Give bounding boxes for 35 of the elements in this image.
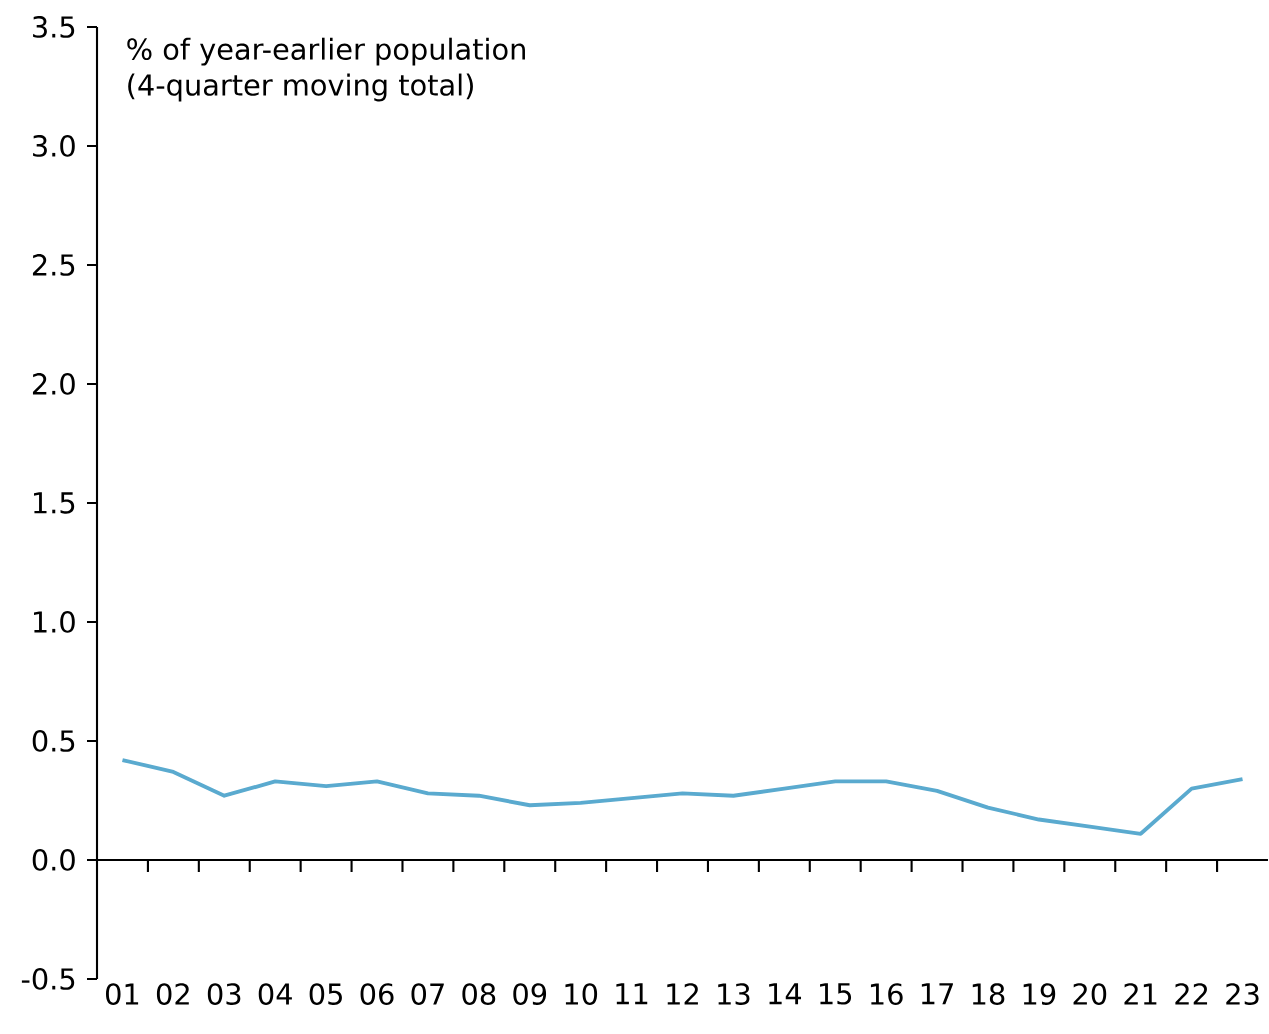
y-tick-label: 2.5 (32, 254, 75, 276)
y-tick-label: 2.0 (32, 373, 75, 395)
x-tick-label: 16 (870, 983, 903, 1005)
x-tick-label: 01 (106, 983, 139, 1005)
x-tick-label: 20 (1073, 983, 1107, 1005)
x-tick-label: 22 (1175, 983, 1208, 1005)
y-axis-title: % of year-earlier population (127, 37, 525, 66)
x-tick-label: 11 (616, 983, 648, 1005)
x-tick-label: 05 (309, 983, 342, 1005)
x-tick-label: 08 (462, 983, 496, 1005)
x-tick-label: 13 (718, 983, 750, 1005)
x-tick-label: 19 (1023, 983, 1056, 1005)
x-tick-label: 23 (1226, 983, 1259, 1005)
y-tick-label: 1.0 (34, 611, 75, 633)
x-tick-label: 15 (820, 983, 852, 1005)
x-tick-label: 17 (921, 983, 953, 1005)
y-tick-label: 1.5 (34, 492, 75, 514)
x-tick-label: 18 (972, 983, 1005, 1005)
x-tick-label: 10 (565, 983, 598, 1005)
x-tick-label: 06 (360, 983, 394, 1005)
x-tick-label: 09 (513, 983, 547, 1005)
x-tick-label: 02 (156, 983, 189, 1005)
x-tick-label: 03 (207, 983, 241, 1005)
y-tick-label: -0.5 (21, 968, 75, 990)
x-tick-label: 21 (1124, 983, 1157, 1005)
x-tick-label: 04 (258, 983, 292, 1005)
y-tick-label: 3.5 (33, 16, 75, 38)
y-tick-label: 0.0 (32, 849, 75, 871)
line-series (120, 758, 1245, 836)
x-tick-label: 14 (769, 983, 802, 1005)
annotation: (4-quarter moving total) (128, 73, 473, 102)
y-tick-label: 3.0 (33, 135, 75, 157)
x-tick-label: 12 (667, 983, 698, 1005)
x-tick-label: 07 (411, 983, 444, 1005)
y-tick-label: 0.5 (32, 730, 75, 752)
